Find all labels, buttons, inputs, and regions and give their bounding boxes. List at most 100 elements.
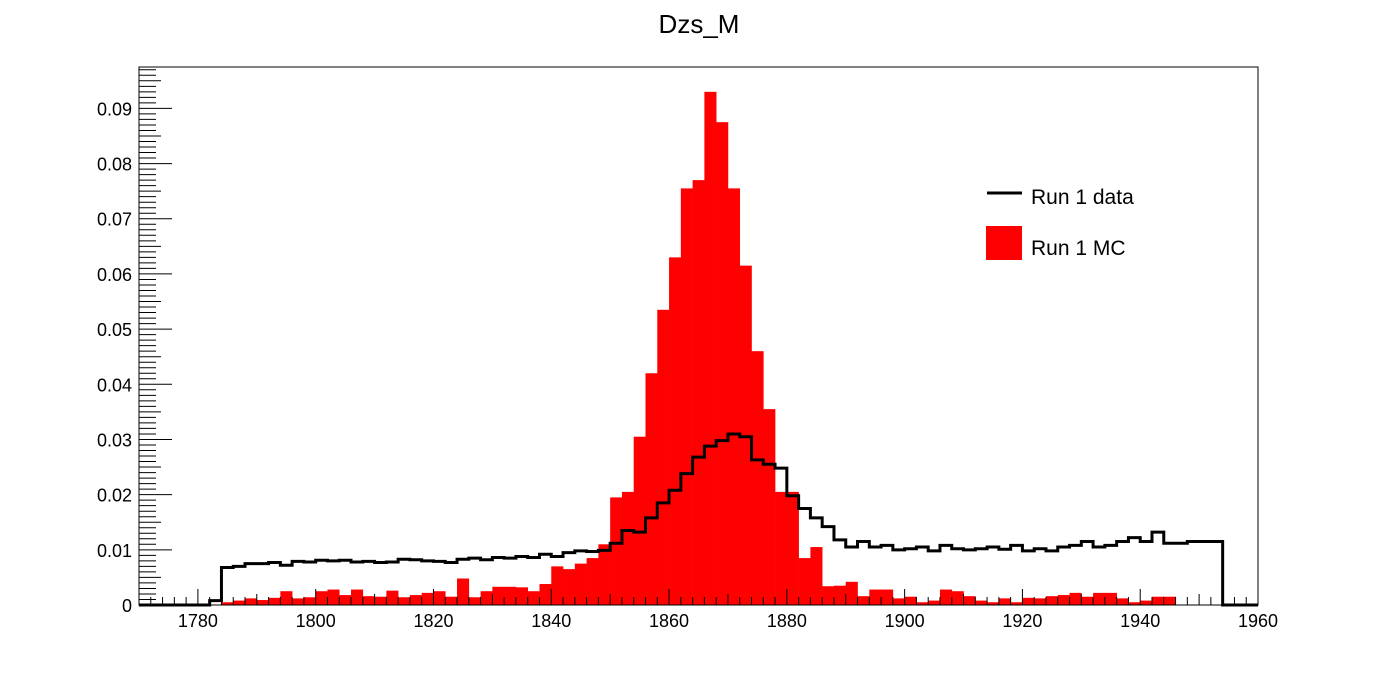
x-axis: 1780 1800 1820 1840 1860 1880 1900 1920 1940 1960: [138, 589, 1278, 631]
y-tick-label: 0.08: [97, 155, 132, 175]
mc-bar: [515, 587, 529, 605]
y-axis: 0 0.01 0.02 0.03 0.04 0.05 0.06 0.07 0.08 0.09: [97, 69, 172, 616]
mc-bar: [1081, 596, 1094, 605]
legend: Run 1 data Run 1 MC: [986, 186, 1134, 260]
mc-bar: [987, 602, 1000, 605]
mc-bar: [574, 563, 587, 605]
mc-bar: [998, 598, 1011, 605]
y-tick-label: 0.03: [97, 430, 132, 450]
legend-label-mc: Run 1 MC: [1031, 237, 1126, 260]
mc-bar: [1140, 600, 1153, 605]
mc-bar: [398, 597, 411, 605]
x-tick-label: 1920: [1002, 611, 1042, 631]
mc-bar: [1022, 597, 1035, 605]
mc-bar: [975, 600, 988, 605]
mc-bar: [1010, 602, 1023, 605]
chart-title: Dzs_M: [659, 9, 740, 39]
mc-bar: [315, 591, 328, 605]
mc-bar: [775, 491, 788, 605]
x-tick-label: 1840: [531, 611, 571, 631]
mc-bar: [233, 600, 246, 605]
mc-bar: [221, 602, 234, 605]
mc-bar: [351, 589, 364, 605]
mc-bar: [763, 409, 776, 605]
y-tick-label: 0.05: [97, 320, 132, 340]
x-tick-label: 1820: [413, 611, 453, 631]
mc-bar: [1034, 598, 1047, 605]
mc-bar: [327, 589, 340, 605]
x-tick-label: 1860: [649, 611, 689, 631]
y-tick-label: 0.06: [97, 265, 132, 285]
mc-bar: [268, 597, 281, 605]
mc-bar: [633, 436, 646, 605]
mc-bar: [386, 590, 399, 605]
y-tick-label: 0.07: [97, 210, 132, 230]
mc-bar: [716, 122, 729, 606]
mc-bar: [480, 591, 493, 605]
mc-bar: [904, 596, 917, 605]
legend-label-data: Run 1 data: [1031, 186, 1134, 209]
x-tick-label: 1880: [767, 611, 807, 631]
mc-bar: [669, 257, 682, 605]
mc-bar: [362, 596, 375, 605]
mc-bar: [457, 578, 470, 605]
y-tick-label: 0: [122, 596, 132, 616]
mc-bar: [280, 591, 293, 605]
mc-bar: [810, 547, 823, 605]
mc-bar: [527, 591, 540, 605]
mc-bar: [845, 581, 858, 605]
data-series-line: [139, 432, 1258, 607]
mc-bar: [245, 598, 258, 605]
mc-bar: [657, 309, 670, 605]
x-tick-label: 1960: [1238, 611, 1278, 631]
mc-bar: [292, 598, 305, 605]
mc-bar: [551, 566, 564, 605]
mc-bar: [598, 544, 611, 605]
mc-bar: [1116, 598, 1129, 605]
mc-bar: [303, 597, 316, 605]
mc-bar: [751, 351, 764, 605]
mc-bar: [1151, 596, 1165, 605]
mc-bar: [928, 600, 941, 605]
mc-bar: [492, 586, 505, 605]
x-tick-label: 1800: [296, 611, 336, 631]
mc-bar: [563, 569, 576, 605]
x-tick-label: 1940: [1120, 611, 1160, 631]
mc-bar: [586, 558, 599, 605]
mc-bar: [445, 596, 458, 605]
mc-bar: [892, 598, 905, 605]
x-tick-label: 1900: [885, 611, 925, 631]
mc-bar: [680, 188, 693, 605]
mc-bar: [1128, 602, 1141, 605]
y-tick-label: 0.01: [97, 541, 132, 561]
mc-bar: [704, 91, 717, 605]
mc-bar: [1093, 592, 1106, 605]
mc-bar: [951, 591, 964, 605]
mc-bar: [692, 180, 705, 605]
mc-bar: [421, 592, 434, 605]
plot-frame: [138, 66, 1259, 606]
mc-bar: [786, 491, 799, 605]
mc-bar: [881, 589, 894, 605]
mc-bar: [433, 591, 446, 605]
mc-bar: [339, 595, 352, 605]
y-tick-label: 0.09: [97, 99, 132, 119]
mc-bar: [1045, 596, 1059, 605]
mc-bar: [256, 600, 269, 605]
mc-bar: [610, 497, 623, 605]
mc-bar: [374, 596, 387, 605]
mc-bar: [833, 585, 847, 605]
mc-bar: [939, 589, 953, 605]
mc-bar: [539, 584, 552, 605]
mc-bar: [1057, 595, 1070, 605]
mc-bar: [1163, 596, 1176, 605]
mc-bar: [822, 586, 835, 605]
mc-bar: [621, 491, 635, 605]
mc-bar: [468, 597, 481, 605]
mc-bar: [916, 602, 929, 605]
mc-bar: [645, 373, 658, 605]
mc-bar: [727, 188, 741, 605]
mc-bar: [504, 586, 517, 605]
mc-bar: [857, 596, 870, 605]
legend-fill-swatch: [986, 226, 1022, 260]
